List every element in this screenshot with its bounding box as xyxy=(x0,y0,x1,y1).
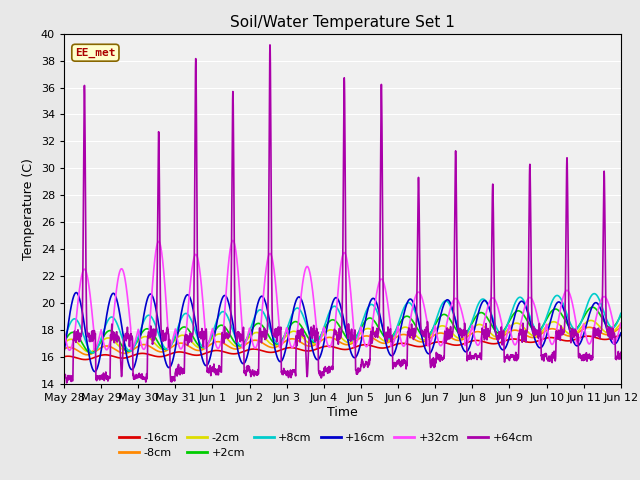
+8cm xyxy=(479,296,486,302)
+16cm xyxy=(237,359,245,364)
-2cm xyxy=(587,318,595,324)
+8cm xyxy=(89,350,97,356)
+32cm xyxy=(237,307,245,313)
-16cm xyxy=(81,357,89,362)
+64cm xyxy=(63,380,70,386)
+64cm xyxy=(520,337,527,343)
+64cm xyxy=(237,331,244,337)
+16cm xyxy=(449,307,456,312)
-8cm xyxy=(449,336,456,341)
-16cm xyxy=(449,342,456,348)
-2cm xyxy=(449,331,456,336)
-2cm xyxy=(60,341,68,347)
-2cm xyxy=(413,334,420,339)
-8cm xyxy=(84,352,92,358)
+16cm xyxy=(449,308,457,313)
-16cm xyxy=(449,342,456,348)
Title: Soil/Water Temperature Set 1: Soil/Water Temperature Set 1 xyxy=(230,15,455,30)
+2cm xyxy=(237,343,244,348)
-8cm xyxy=(449,336,456,341)
Line: -16cm: -16cm xyxy=(64,335,621,360)
+64cm xyxy=(479,331,486,337)
+16cm xyxy=(520,300,527,306)
+2cm xyxy=(87,350,95,356)
+16cm xyxy=(479,299,486,305)
-2cm xyxy=(520,324,527,330)
+8cm xyxy=(237,343,244,348)
-16cm xyxy=(413,344,420,349)
-8cm xyxy=(60,346,68,352)
Line: +64cm: +64cm xyxy=(64,45,621,383)
-8cm xyxy=(585,324,593,330)
Line: -2cm: -2cm xyxy=(64,321,621,352)
-8cm xyxy=(520,331,527,336)
+2cm xyxy=(60,340,68,346)
X-axis label: Time: Time xyxy=(327,406,358,419)
+8cm xyxy=(449,309,456,314)
+16cm xyxy=(617,330,625,336)
+32cm xyxy=(449,299,456,304)
-16cm xyxy=(617,332,625,338)
Line: +16cm: +16cm xyxy=(64,293,621,372)
+8cm xyxy=(617,311,625,316)
Line: +8cm: +8cm xyxy=(64,294,621,353)
+2cm xyxy=(589,304,596,310)
-16cm xyxy=(60,354,68,360)
+64cm xyxy=(617,349,625,355)
+2cm xyxy=(617,312,625,318)
Legend: -16cm, -8cm, -2cm, +2cm, +8cm, +16cm, +32cm, +64cm: -16cm, -8cm, -2cm, +2cm, +8cm, +16cm, +3… xyxy=(114,428,538,463)
+8cm xyxy=(60,337,68,343)
+16cm xyxy=(60,349,68,355)
-8cm xyxy=(479,330,486,336)
+64cm xyxy=(449,328,457,334)
+32cm xyxy=(617,321,625,326)
Y-axis label: Temperature (C): Temperature (C) xyxy=(22,158,35,260)
+32cm xyxy=(60,327,68,333)
+2cm xyxy=(413,325,420,331)
-8cm xyxy=(413,338,420,344)
+8cm xyxy=(591,291,598,297)
+32cm xyxy=(229,238,237,243)
+2cm xyxy=(449,321,456,326)
-2cm xyxy=(86,349,93,355)
-16cm xyxy=(237,349,244,355)
-16cm xyxy=(520,338,527,344)
-8cm xyxy=(617,324,625,330)
+64cm xyxy=(266,42,274,48)
+8cm xyxy=(520,298,527,303)
+2cm xyxy=(520,312,527,318)
+64cm xyxy=(449,329,456,335)
-2cm xyxy=(237,343,244,348)
Line: +2cm: +2cm xyxy=(64,307,621,353)
+32cm xyxy=(479,327,486,333)
Line: +32cm: +32cm xyxy=(64,240,621,350)
+64cm xyxy=(413,275,421,281)
Line: -8cm: -8cm xyxy=(64,327,621,355)
+8cm xyxy=(449,308,456,314)
-16cm xyxy=(479,338,486,344)
+32cm xyxy=(413,290,421,296)
+2cm xyxy=(479,310,486,316)
+64cm xyxy=(60,373,68,379)
-2cm xyxy=(617,321,625,326)
+16cm xyxy=(413,313,421,319)
+2cm xyxy=(449,321,456,327)
-2cm xyxy=(449,331,456,336)
+16cm xyxy=(91,369,99,374)
+32cm xyxy=(66,348,74,353)
-8cm xyxy=(237,345,244,350)
-2cm xyxy=(479,323,486,328)
+8cm xyxy=(413,314,420,320)
Text: EE_met: EE_met xyxy=(75,48,116,58)
+16cm xyxy=(72,290,80,296)
+32cm xyxy=(520,308,527,314)
+32cm xyxy=(449,298,457,304)
